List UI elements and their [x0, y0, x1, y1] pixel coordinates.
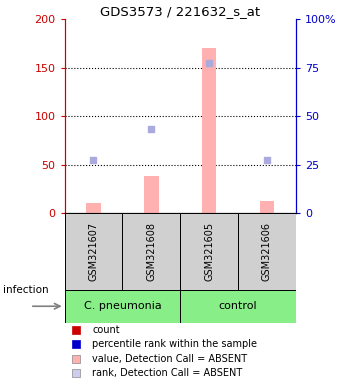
Text: control: control	[219, 301, 257, 311]
Text: percentile rank within the sample: percentile rank within the sample	[92, 339, 257, 349]
Text: count: count	[92, 325, 120, 335]
Bar	[65, 290, 180, 323]
Title: GDS3573 / 221632_s_at: GDS3573 / 221632_s_at	[100, 5, 260, 18]
Point	[91, 157, 96, 163]
Text: infection: infection	[3, 285, 49, 295]
Bar	[86, 204, 101, 213]
Text: GSM321605: GSM321605	[204, 222, 214, 281]
Point	[149, 126, 154, 132]
Point	[206, 60, 212, 66]
Text: value, Detection Call = ABSENT: value, Detection Call = ABSENT	[92, 354, 248, 364]
Text: GSM321608: GSM321608	[146, 222, 156, 281]
Bar	[180, 213, 238, 290]
Bar	[144, 176, 158, 213]
Bar	[122, 213, 180, 290]
Text: rank, Detection Call = ABSENT: rank, Detection Call = ABSENT	[92, 368, 243, 378]
Bar	[65, 213, 122, 290]
Bar	[260, 202, 274, 213]
Bar	[238, 213, 296, 290]
Text: C. pneumonia: C. pneumonia	[84, 301, 161, 311]
Text: GSM321606: GSM321606	[262, 222, 272, 281]
Text: GSM321607: GSM321607	[88, 222, 99, 281]
Point	[264, 157, 270, 163]
Bar	[202, 48, 216, 213]
Bar	[180, 290, 296, 323]
